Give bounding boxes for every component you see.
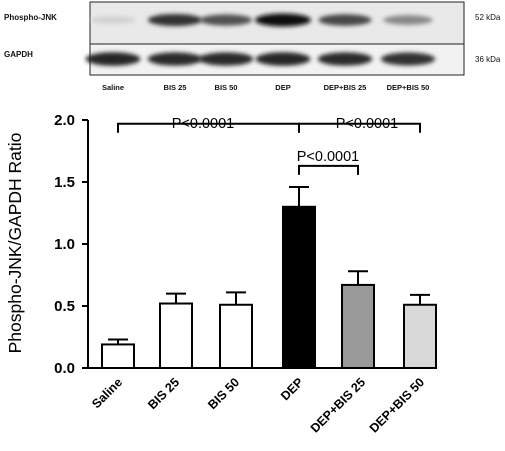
bar — [403, 303, 437, 370]
bar — [341, 283, 375, 370]
gapdh-band — [380, 52, 436, 66]
lane-label: DEP+BIS 25 — [324, 83, 367, 92]
bar-series — [101, 205, 437, 370]
gapdh-band — [255, 52, 311, 66]
significance-label: P<0.0001 — [172, 116, 235, 132]
blot-mw-label-52: 52 kDa — [475, 13, 501, 22]
significance-label: P<0.0001 — [336, 116, 399, 132]
significance-label: P<0.0001 — [297, 149, 360, 165]
bar-chart: 0.0 0.5 1.0 1.5 2.0 Saline BIS 25 BIS 50… — [5, 112, 437, 435]
lane-label: Saline — [102, 83, 124, 92]
phospho-jnk-band — [90, 16, 136, 24]
bar — [282, 205, 316, 369]
error-bars — [108, 185, 430, 345]
significance-bracket — [298, 164, 359, 175]
gapdh-band — [198, 52, 254, 66]
x-tick-label: DEP+BIS 25 — [308, 375, 368, 435]
blot-mw-label-36: 36 kDa — [475, 55, 501, 64]
lane-label: DEP — [275, 83, 290, 92]
blot-row-label-gapdh: GAPDH — [4, 50, 33, 59]
x-tick-label: DEP — [278, 375, 306, 403]
phospho-jnk-band — [199, 14, 253, 26]
significance-brackets — [117, 122, 421, 175]
phospho-jnk-band — [318, 14, 372, 26]
lane-label: BIS 25 — [164, 83, 187, 92]
y-axis-label: Phospho-JNK/GAPDH Ratio — [5, 133, 25, 354]
y-tick-label: 1.5 — [54, 174, 75, 191]
bar — [159, 302, 193, 369]
western-blot-panel: Phospho-JNK GAPDH 52 kDa 36 kDa Saline B… — [4, 1, 501, 92]
phospho-jnk-band — [383, 15, 433, 25]
gapdh-band — [147, 52, 203, 66]
phospho-jnk-band — [255, 13, 311, 27]
significance-bracket — [298, 122, 421, 133]
phospho-jnk-bands — [90, 13, 433, 27]
lane-label: DEP+BIS 50 — [387, 83, 430, 92]
phospho-jnk-band — [147, 13, 203, 27]
x-tick-label: BIS 50 — [205, 375, 242, 412]
bar — [219, 303, 253, 370]
y-tick-label: 0.0 — [54, 360, 75, 377]
y-axis-ticks — [82, 119, 88, 369]
y-tick-label: 1.0 — [54, 236, 75, 253]
lane-label: BIS 50 — [215, 83, 238, 92]
x-tick-label: BIS 25 — [145, 375, 182, 412]
y-tick-label: 2.0 — [54, 112, 75, 129]
gapdh-band — [85, 52, 141, 66]
x-tick-label: Saline — [89, 375, 125, 411]
gapdh-band — [317, 52, 373, 66]
x-tick-label: DEP+BIS 50 — [367, 375, 427, 435]
bar — [101, 343, 135, 370]
blot-row-label-phospho-jnk: Phospho-JNK — [4, 13, 57, 22]
gapdh-bands — [85, 52, 436, 66]
y-tick-label: 0.5 — [54, 298, 75, 315]
